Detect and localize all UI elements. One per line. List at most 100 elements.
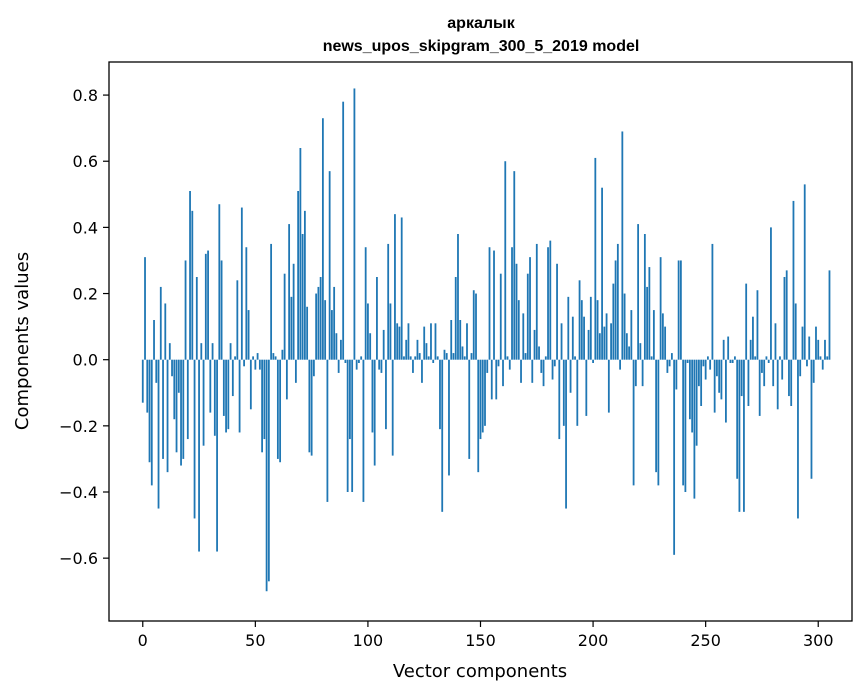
y-tick-label-7: 0.8 <box>73 86 98 105</box>
bar-139 <box>454 277 457 360</box>
bar-179 <box>544 356 547 360</box>
y-tick-label-5: 0.4 <box>73 218 98 237</box>
bar-138 <box>452 353 455 360</box>
bar-110 <box>389 303 392 360</box>
bar-295 <box>806 359 808 367</box>
bar-5 <box>153 320 155 360</box>
bar-60 <box>276 359 279 459</box>
bar-289 <box>792 200 795 360</box>
bar-221 <box>639 343 642 360</box>
y-tick-label-1: −0.4 <box>59 483 98 502</box>
bar-287 <box>788 359 790 397</box>
bar-61 <box>279 359 282 463</box>
bar-257 <box>720 359 723 400</box>
y-tick-label-3: 0.0 <box>73 351 98 370</box>
bar-14 <box>173 359 176 420</box>
bar-193 <box>576 359 579 426</box>
bar-89 <box>342 101 345 360</box>
bar-266 <box>740 359 743 397</box>
bar-131 <box>436 356 439 360</box>
bar-141 <box>459 320 462 360</box>
bar-188 <box>565 359 567 509</box>
bar-196 <box>583 316 585 360</box>
y-axis-label: Components values <box>12 252 33 430</box>
bar-70 <box>299 148 302 360</box>
bar-48 <box>249 359 252 410</box>
bar-57 <box>270 243 273 360</box>
bar-67 <box>292 263 295 360</box>
bar-96 <box>358 359 360 363</box>
bar-13 <box>171 359 173 377</box>
bar-305 <box>828 270 831 360</box>
bar-172 <box>529 257 531 360</box>
bar-39 <box>229 343 232 360</box>
bar-219 <box>634 359 637 387</box>
bar-92 <box>349 359 351 440</box>
bar-194 <box>578 280 581 360</box>
bar-281 <box>774 323 777 360</box>
x-tick-label-6: 300 <box>803 631 834 650</box>
bar-177 <box>540 359 543 373</box>
bar-288 <box>790 359 793 406</box>
bar-120 <box>412 359 414 373</box>
bar-174 <box>533 329 536 360</box>
bar-170 <box>524 353 527 360</box>
bar-95 <box>355 359 358 370</box>
bar-151 <box>481 359 484 433</box>
bar-302 <box>821 359 824 370</box>
bar-56 <box>267 359 270 582</box>
bar-58 <box>272 353 275 360</box>
bar-252 <box>709 359 712 370</box>
bar-247 <box>698 359 700 387</box>
bar-292 <box>799 359 802 377</box>
bar-299 <box>815 326 817 360</box>
bar-259 <box>725 359 727 423</box>
bar-27 <box>202 359 205 446</box>
bar-238 <box>677 260 680 360</box>
bar-224 <box>646 286 649 360</box>
chart-title-line1: аркалык <box>447 15 515 32</box>
bar-223 <box>643 234 646 360</box>
bar-154 <box>488 247 491 360</box>
bar-77 <box>315 293 318 360</box>
bar-91 <box>346 359 349 492</box>
bar-103 <box>373 359 376 466</box>
bar-37 <box>225 359 227 433</box>
bar-173 <box>531 359 534 383</box>
bar-83 <box>328 171 331 360</box>
bar-66 <box>290 296 293 360</box>
bar-241 <box>684 359 687 492</box>
bar-142 <box>461 346 464 360</box>
bar-218 <box>632 359 635 486</box>
bar-263 <box>734 356 736 360</box>
bar-204 <box>601 187 603 360</box>
bar-212 <box>619 359 621 370</box>
x-tick-label-5: 250 <box>690 631 721 650</box>
bar-126 <box>425 343 428 360</box>
bar-44 <box>240 207 243 360</box>
bar-283 <box>779 356 781 360</box>
bar-207 <box>607 359 610 413</box>
bar-155 <box>490 359 493 400</box>
bar-201 <box>594 157 597 360</box>
x-tick-label-3: 150 <box>465 631 496 650</box>
bar-159 <box>499 273 502 360</box>
bar-106 <box>380 359 383 373</box>
bar-127 <box>427 356 430 360</box>
bar-190 <box>569 359 572 393</box>
bar-117 <box>405 339 408 360</box>
bar-264 <box>736 359 739 479</box>
bar-209 <box>612 283 615 360</box>
bar-51 <box>256 353 259 360</box>
bar-86 <box>335 333 338 360</box>
bar-114 <box>398 326 401 360</box>
bar-258 <box>722 339 725 360</box>
bar-8 <box>159 286 162 360</box>
bar-294 <box>803 184 806 360</box>
bar-250 <box>704 359 707 380</box>
bar-246 <box>695 359 698 446</box>
bar-73 <box>306 306 309 360</box>
bar-256 <box>718 359 721 393</box>
bar-79 <box>319 277 322 360</box>
bar-84 <box>331 310 333 360</box>
